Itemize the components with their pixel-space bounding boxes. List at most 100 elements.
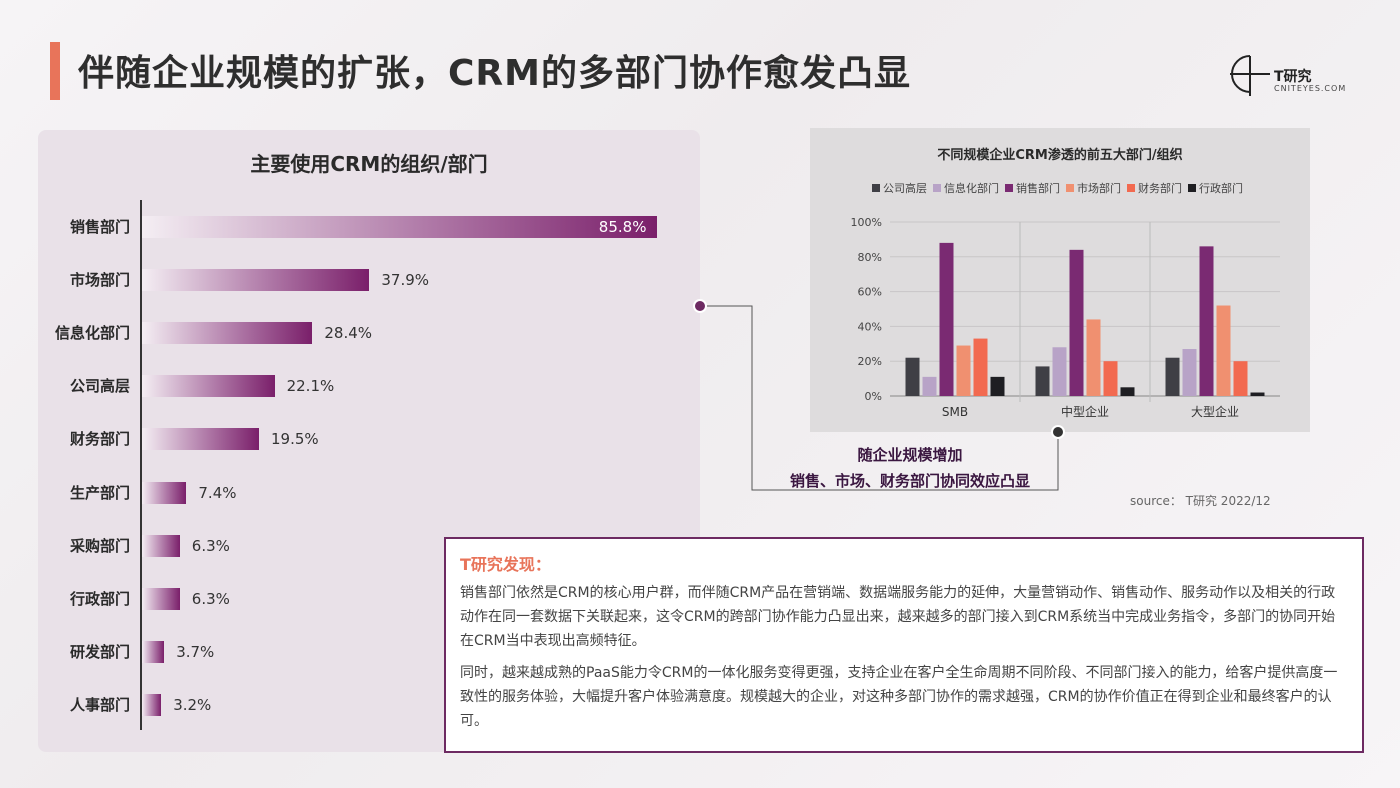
bar-row: 行政部门 6.3% — [38, 587, 678, 610]
bar — [142, 640, 165, 663]
bar-category-label: 人事部门 — [69, 695, 130, 714]
bar-category-label: 财务部门 — [69, 430, 130, 449]
column-bar — [1165, 357, 1180, 396]
x-category-label: 中型企业 — [1061, 404, 1109, 419]
column-bar — [1035, 366, 1050, 396]
bar — [142, 481, 187, 504]
findings-paragraph-2: 同时，越来越成熟的PaaS能力令CRM的一体化服务变得更强，支持企业在客户全生命… — [460, 665, 1338, 729]
bar-category-label: 生产部门 — [69, 483, 130, 502]
right-column-chart: 0% 20% 40% 60% 80% 100% SMB 中型企业 大型企业 — [851, 216, 1280, 419]
bar-row: 公司高层 22.1% — [38, 375, 678, 398]
bar-row: 生产部门 7.4% — [38, 481, 678, 504]
bar-row: 人事部门 3.2% — [38, 693, 678, 716]
legend-label: 公司高层 — [883, 182, 927, 195]
bar-row: 采购部门 6.3% — [38, 534, 678, 557]
bar-row: 财务部门 19.5% — [38, 428, 678, 451]
y-tick-label: 20% — [858, 355, 882, 368]
bar — [142, 534, 180, 557]
bar-category-label: 销售部门 — [69, 218, 130, 236]
bar-category-label: 信息化部门 — [54, 324, 130, 343]
callout-text: 随企业规模增加 销售、市场、财务部门协同效应凸显 — [760, 442, 1060, 494]
column-bar — [1250, 392, 1265, 396]
bar-value-label: 22.1% — [286, 377, 335, 396]
bar — [142, 216, 657, 238]
legend-swatch — [1005, 184, 1013, 192]
bar-row: 市场部门 37.9% — [38, 269, 678, 292]
column-bar — [1233, 361, 1248, 396]
connector-dot-right — [1051, 425, 1065, 439]
legend-item: 市场部门 — [1066, 180, 1121, 196]
bar-category-label: 市场部门 — [69, 271, 130, 290]
y-tick-label: 100% — [851, 216, 882, 229]
bar-category-label: 采购部门 — [69, 536, 130, 555]
title-accent-bar — [50, 42, 60, 100]
bar-row: 销售部门 85.8% — [38, 216, 678, 238]
x-category-label: SMB — [942, 405, 968, 419]
bar-category-label: 研发部门 — [69, 642, 130, 661]
bar-value-label: 3.7% — [176, 642, 215, 661]
bar-value-label: 3.2% — [173, 695, 212, 714]
column-bar — [1199, 246, 1214, 396]
legend-item: 销售部门 — [1005, 180, 1060, 196]
bar — [142, 375, 275, 398]
legend-item: 行政部门 — [1188, 180, 1243, 196]
callout-line-2: 销售、市场、财务部门协同效应凸显 — [789, 472, 1030, 490]
legend-label: 销售部门 — [1016, 182, 1060, 195]
logo: T研究 CNITEYES.COM — [1228, 52, 1368, 98]
column-bar — [956, 345, 971, 396]
legend-label: 信息化部门 — [944, 182, 999, 195]
connector-dot-left — [693, 299, 707, 313]
column-bar — [1182, 349, 1197, 396]
legend-swatch — [1127, 184, 1135, 192]
bar — [142, 693, 162, 716]
bar-category-label: 公司高层 — [69, 377, 130, 396]
logo-mark-icon — [1230, 55, 1270, 96]
bar-value-label: 85.8% — [598, 218, 647, 236]
bar-value-label: 6.3% — [191, 589, 230, 608]
findings-title: T研究发现： — [460, 555, 551, 574]
legend-label: 财务部门 — [1138, 182, 1182, 195]
bar-category-label: 行政部门 — [69, 589, 130, 608]
bar-value-label: 28.4% — [324, 324, 373, 343]
column-bar — [1069, 249, 1084, 396]
right-chart-title: 不同规模企业CRM渗透的前五大部门/组织 — [937, 148, 1183, 163]
column-bar — [1052, 347, 1067, 396]
column-bar — [1086, 319, 1101, 396]
y-tick-label: 60% — [858, 286, 882, 299]
bar-value-label: 37.9% — [381, 271, 430, 290]
legend-label: 市场部门 — [1077, 182, 1121, 195]
x-category-label: 大型企业 — [1191, 404, 1239, 419]
bar — [142, 269, 370, 292]
column-bar — [973, 338, 988, 396]
legend-swatch — [1066, 184, 1074, 192]
page-title: 伴随企业规模的扩张，CRM的多部门协作愈发凸显 — [78, 53, 911, 94]
legend-label: 行政部门 — [1199, 182, 1243, 195]
left-chart-title: 主要使用CRM的组织/部门 — [250, 152, 488, 176]
left-chart-axis — [140, 200, 142, 730]
bar — [142, 587, 180, 610]
column-bar — [1216, 305, 1231, 396]
y-tick-label: 40% — [858, 320, 882, 333]
bar-value-label: 6.3% — [191, 536, 230, 555]
bar — [142, 428, 259, 451]
logo-title: T研究 — [1274, 69, 1312, 85]
y-tick-label: 0% — [865, 390, 882, 403]
right-chart-legend: 公司高层 信息化部门 销售部门 市场部门 财务部门 行政部门 — [872, 180, 1243, 196]
bar-row: 研发部门 3.7% — [38, 640, 678, 663]
bar-row: 信息化部门 28.4% — [38, 322, 678, 345]
legend-swatch — [933, 184, 941, 192]
bar-value-label: 7.4% — [198, 483, 237, 502]
source-note: source： T研究 2022/12 — [1130, 494, 1271, 508]
legend-swatch — [872, 184, 880, 192]
findings-paragraph-1: 销售部门依然是CRM的核心用户群，而伴随CRM产品在营销端、数据端服务能力的延伸… — [460, 585, 1336, 649]
callout-line-1: 随企业规模增加 — [857, 446, 963, 464]
column-bar — [1120, 387, 1135, 396]
logo-subtitle: CNITEYES.COM — [1274, 84, 1347, 93]
column-bar — [1103, 361, 1118, 396]
bar-value-label: 19.5% — [271, 430, 319, 449]
findings-box: T研究发现： 销售部门依然是CRM的核心用户群，而伴随CRM产品在营销端、数据端… — [444, 537, 1364, 753]
bar — [142, 322, 313, 345]
right-chart-panel: 不同规模企业CRM渗透的前五大部门/组织 公司高层 信息化部门 销售部门 市场部门 财务… — [810, 128, 1310, 432]
legend-item: 公司高层 — [872, 180, 927, 196]
